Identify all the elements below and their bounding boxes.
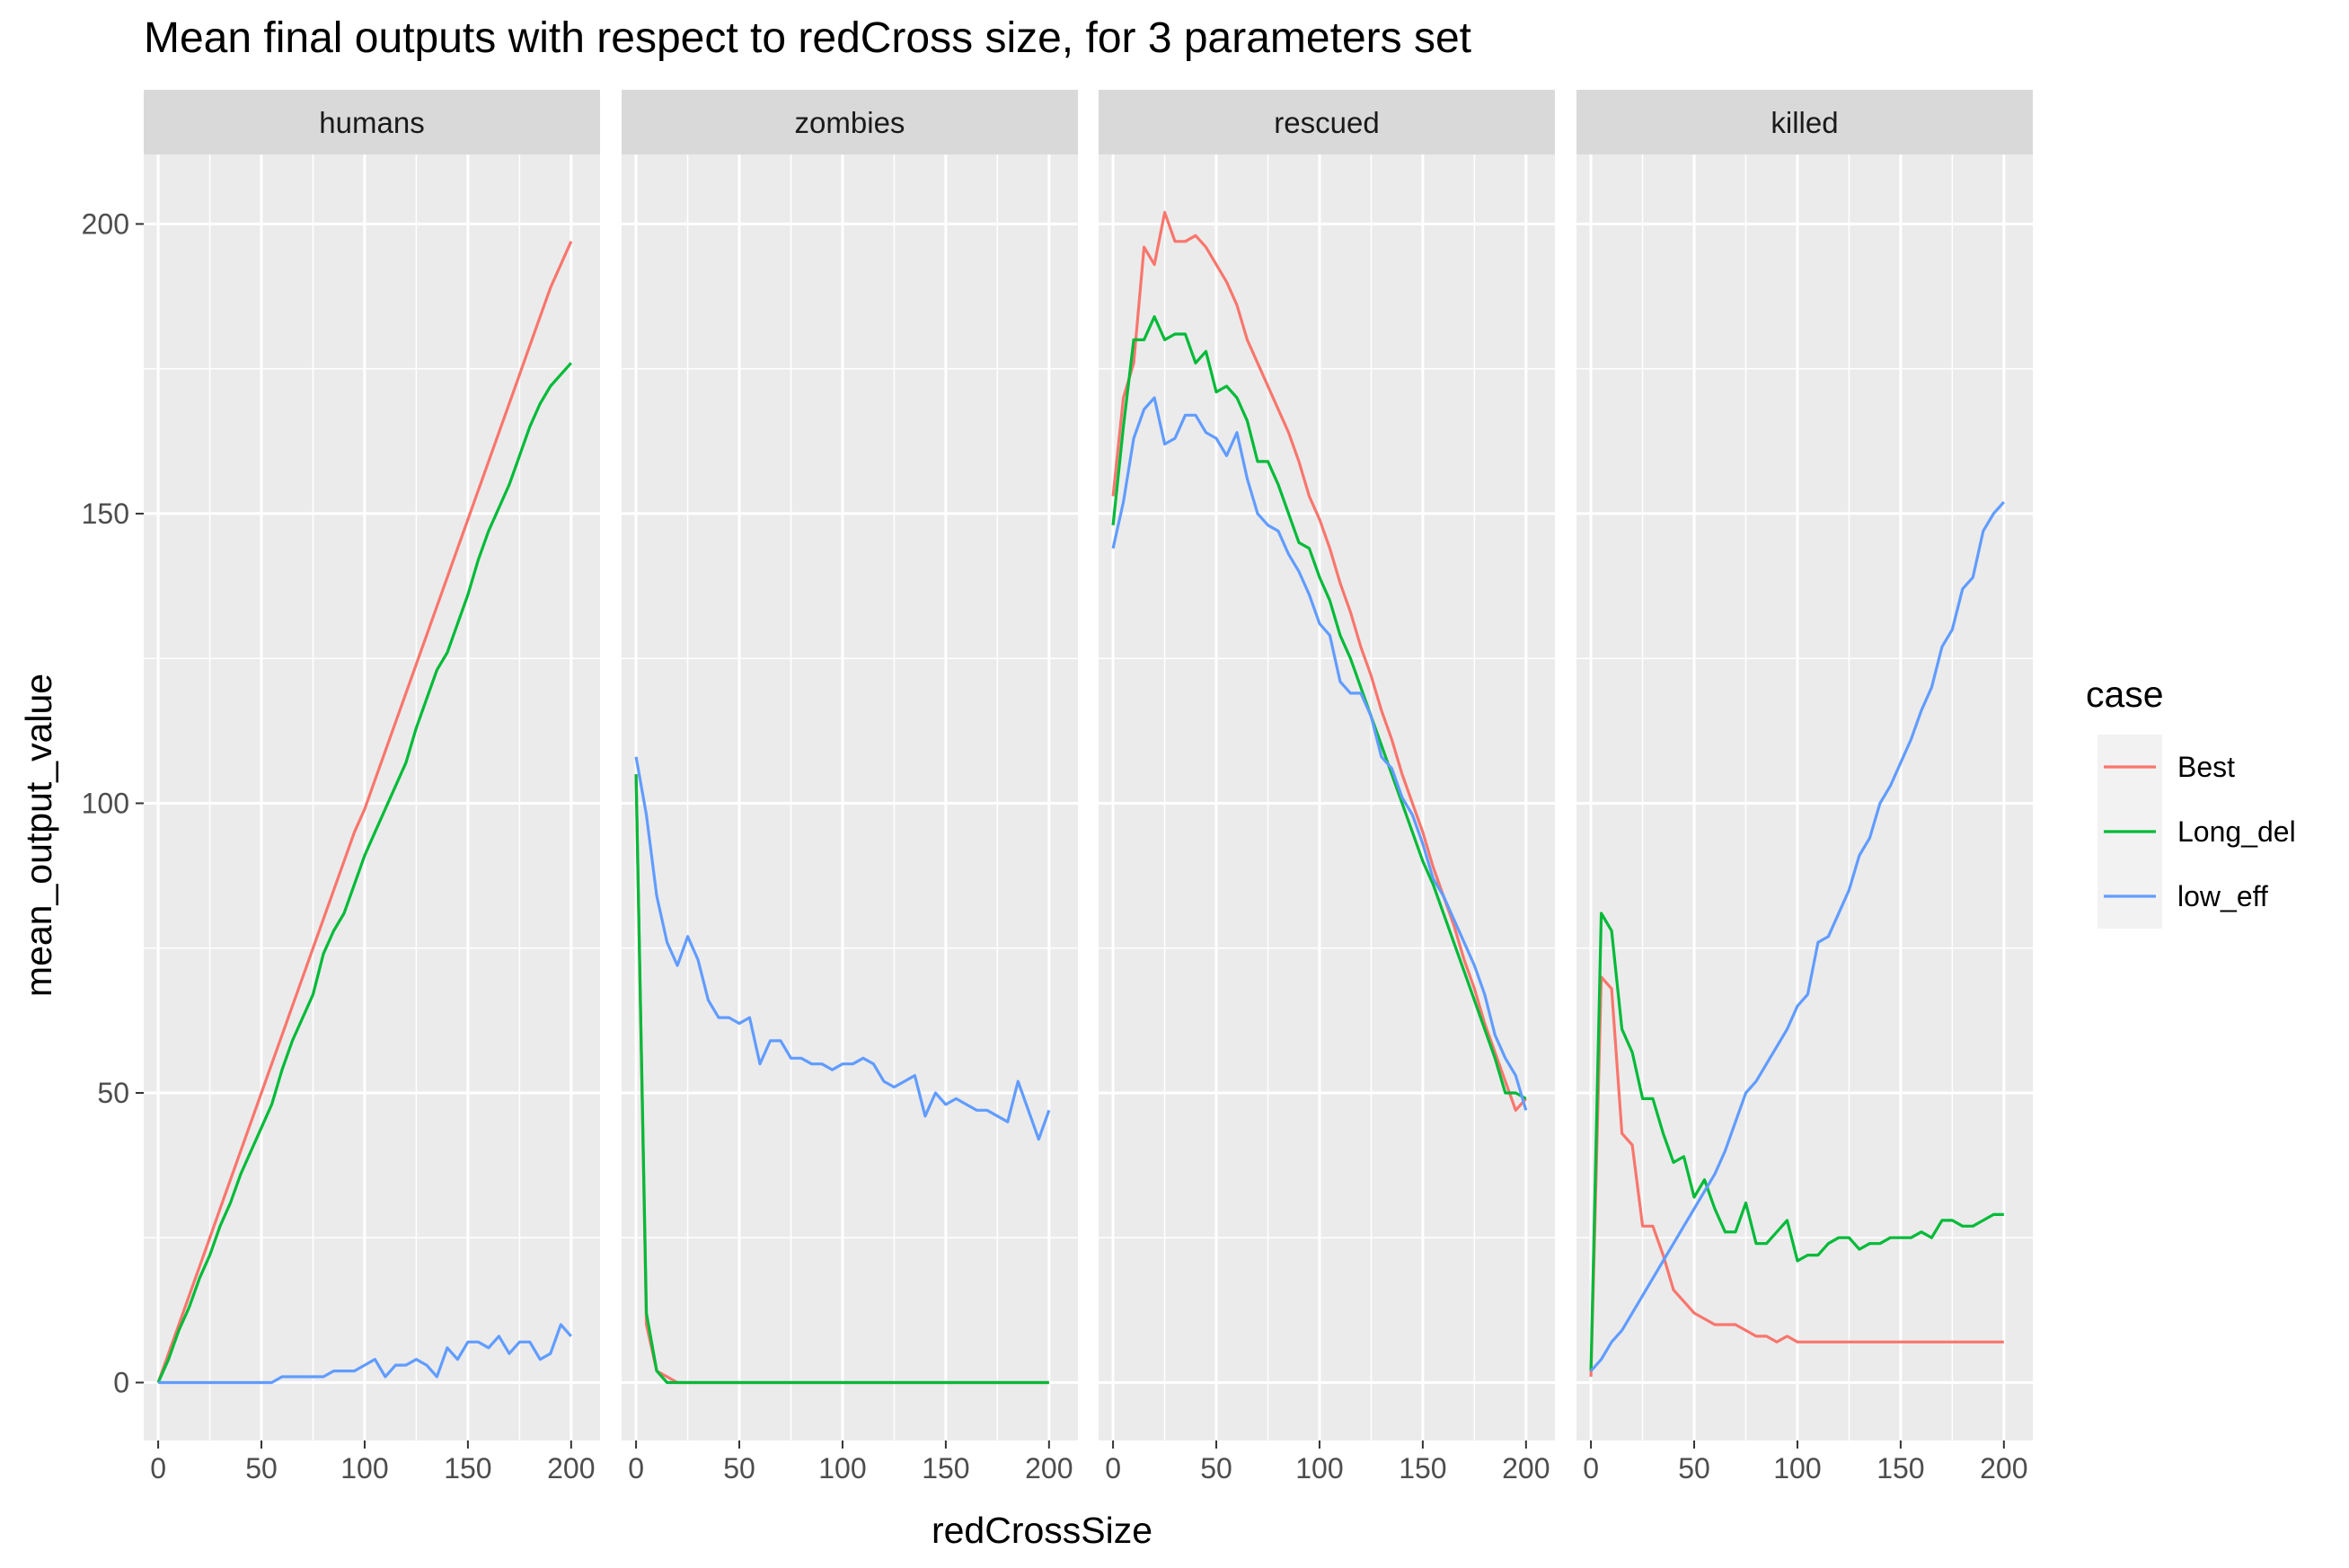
x-tick-label: 50 [1200,1452,1232,1484]
y-tick-label: 0 [113,1366,129,1398]
x-tick-label: 200 [1980,1452,2027,1484]
x-tick-label: 200 [547,1452,595,1484]
x-tick-label: 0 [150,1452,166,1484]
strip-label-zombies: zombies [795,106,905,139]
x-tick-label: 150 [1877,1452,1924,1484]
facet-killed: killed 0 50 100 150 200 [1576,90,2033,1484]
x-tick-label: 100 [1295,1452,1343,1484]
series-line-killed-Best [1589,975,2004,1378]
x-axis-title: redCrossSize [932,1510,1152,1551]
series-line-humans-low_eff [158,1323,572,1385]
series-line-humans-Best [156,241,573,1384]
strip-humans [144,90,600,154]
legend-label-Best: Best [2177,751,2235,783]
facet-rescued: rescued 0 50 100 150 200 [1099,90,1555,1484]
x-tick-label: 150 [922,1452,969,1484]
panel-bg-rescued [1099,154,1555,1440]
strip-rescued [1099,90,1555,154]
y-tick-label: 200 [82,207,129,240]
legend-label-low_eff: low_eff [2177,880,2268,912]
facet-zombies: zombies 0 50 100 150 200 [622,90,1078,1484]
y-tick-label: 100 [82,787,129,819]
panel-bg-zombies [622,154,1078,1440]
legend-label-Long_del: Long_del [2177,815,2296,848]
series-line-killed-low_eff [1589,500,2005,1372]
legend: case Best Long_del low_eff [2086,674,2296,929]
series-line-killed-Long_del [1589,912,2004,1371]
legend-title: case [2086,674,2164,715]
chart-title: Mean final outputs with respect to redCr… [144,14,1471,62]
strip-label-humans: humans [319,106,424,139]
strip-zombies [622,90,1078,154]
x-tick-label: 150 [1399,1452,1446,1484]
x-tick-label: 100 [1773,1452,1821,1484]
panel-bg-killed [1576,154,2033,1440]
x-tick-label: 0 [1105,1452,1121,1484]
x-tick-label: 0 [1583,1452,1599,1484]
series-line-zombies-low_eff [634,756,1051,1141]
facet-humans: humans 0 50 100 150 200 [144,90,600,1484]
y-tick-label: 150 [82,498,129,530]
series-line-rescued-low_eff [1111,396,1528,1111]
x-tick-label: 150 [444,1452,491,1484]
series-line-zombies-Long_del [634,774,1049,1385]
strip-killed [1576,90,2033,154]
series-line-rescued-Best [1111,210,1527,1112]
series-line-humans-Long_del [156,362,572,1384]
x-tick-label: 50 [723,1452,755,1484]
x-tick-label: 0 [628,1452,644,1484]
y-axis-title: mean_output_value [18,674,59,997]
x-tick-label: 200 [1025,1452,1073,1484]
x-tick-label: 200 [1502,1452,1550,1484]
strip-label-killed: killed [1771,106,1838,139]
y-tick-label: 50 [97,1077,129,1109]
x-tick-label: 50 [1678,1452,1710,1484]
strip-label-rescued: rescued [1274,106,1379,139]
series-line-rescued-Long_del [1111,315,1527,1100]
x-tick-label: 100 [818,1452,866,1484]
x-tick-label: 50 [245,1452,278,1484]
x-tick-label: 100 [340,1452,388,1484]
